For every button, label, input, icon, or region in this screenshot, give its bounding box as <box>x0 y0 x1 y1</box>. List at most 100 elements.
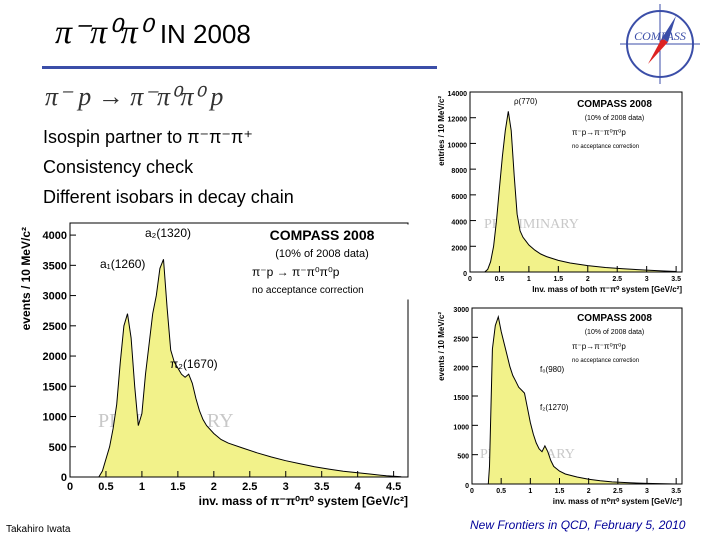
title-symbols: π⁻π⁰π⁰ <box>55 14 152 51</box>
slide-title: π⁻π⁰π⁰ IN 2008 <box>55 12 251 52</box>
x-tick-label: 1 <box>139 481 145 493</box>
y-tick-label: 2500 <box>453 336 469 343</box>
x-tick-label: 0 <box>67 481 73 493</box>
x-tick-label: 1.5 <box>555 488 565 495</box>
footer-conference: New Frontiers in QCD, February 5, 2010 <box>470 518 686 532</box>
legend-note: no acceptance correction <box>572 144 639 150</box>
legend-reaction: π⁻p→π⁻π⁰π⁰p <box>572 342 626 351</box>
x-tick-label: 0.5 <box>98 481 113 493</box>
x-tick-label: 3.5 <box>314 481 329 493</box>
y-tick-label: 1000 <box>453 424 469 431</box>
x-axis-label: Inv. mass of both π⁻π⁰ system [GeV/c²] <box>532 285 682 294</box>
legend-box <box>231 224 413 300</box>
x-tick-label: 3 <box>283 481 289 493</box>
x-tick-label: 3.5 <box>671 488 681 495</box>
y-tick-label: 4000 <box>43 230 67 242</box>
chart-2pi-svg: PRELIMINARY02000400060008000100001200014… <box>437 91 683 294</box>
histogram-fill <box>487 314 677 485</box>
y-tick-label: 10000 <box>448 142 468 149</box>
bullet-isospin: Isospin partner to π⁻π⁻π⁺ <box>43 127 253 147</box>
x-tick-label: 2.5 <box>613 488 623 495</box>
y-tick-label: 2000 <box>451 245 467 252</box>
y-tick-label: 14000 <box>448 91 468 98</box>
y-tick-label: 6000 <box>451 194 467 201</box>
legend-title: COMPASS 2008 <box>577 99 652 110</box>
x-tick-label: 4 <box>355 481 362 493</box>
legend-box <box>551 309 678 357</box>
y-tick-label: 0 <box>61 472 67 484</box>
logo-needle-blue <box>662 16 676 42</box>
logo-needle-red <box>648 38 668 64</box>
y-tick-label: 0 <box>465 483 469 490</box>
chart-3pi-svg: PRELIMINARY05001000150020002500300035004… <box>19 222 413 508</box>
y-tick-label: 2000 <box>43 351 67 363</box>
x-tick-label: 1 <box>527 276 531 283</box>
legend-subtitle: (10% of 2008 data) <box>585 115 645 122</box>
legend-subtitle: (10% of 2008 data) <box>585 329 645 336</box>
y-tick-label: 4000 <box>451 220 467 227</box>
y-tick-label: 2500 <box>43 321 67 333</box>
y-axis-label: events / 10 MeV/c² <box>437 312 446 381</box>
legend-note: no acceptance correction <box>572 358 639 364</box>
reaction-formula: π⁻ p → π⁻π⁰π⁰ p <box>45 82 224 111</box>
chart-2pi-mass: PRELIMINARY 0 2000 4000 6000 8000 10000 12000 14… <box>432 86 690 298</box>
x-tick-label: 1 <box>528 488 532 495</box>
x-tick-label: 0 <box>470 488 474 495</box>
x-tick-label: 2 <box>586 276 590 283</box>
y-axis-label: entries / 10 MeV/c² <box>437 96 446 166</box>
x-tick-label: 2 <box>211 481 217 493</box>
y-tick-label: 1500 <box>453 395 469 402</box>
histogram-fill <box>97 259 402 478</box>
y-tick-label: 0 <box>463 271 467 278</box>
legend-note: no acceptance correction <box>252 285 364 296</box>
compass-logo: COMPASS <box>620 4 700 84</box>
y-tick-label: 500 <box>457 454 469 461</box>
y-tick-label: 3000 <box>43 291 67 303</box>
bullet-consistency: Consistency check <box>43 157 194 177</box>
x-tick-label: 2 <box>587 488 591 495</box>
bullet-isobars: Different isobars in decay chain <box>43 187 294 207</box>
resonance-label: ρ(770) <box>514 97 538 106</box>
x-tick-label: 3 <box>645 488 649 495</box>
x-tick-label: 1.5 <box>170 481 185 493</box>
plot-frame <box>69 222 409 478</box>
chart-pi0pi0-svg: PRELIMINARY05001000150020002500300000.51… <box>437 307 683 506</box>
title-rule <box>42 66 437 69</box>
legend-title: COMPASS 2008 <box>577 313 652 324</box>
legend-title: COMPASS 2008 <box>270 227 375 243</box>
x-tick-label: 2.5 <box>612 276 622 283</box>
y-tick-label: 2000 <box>453 366 469 373</box>
legend-subtitle: (10% of 2008 data) <box>275 248 369 260</box>
footer-author: Takahiro Iwata <box>6 524 71 535</box>
y-tick-label: 1000 <box>43 412 67 424</box>
y-tick-label: 3000 <box>453 307 469 314</box>
x-tick-label: 3.5 <box>671 276 681 283</box>
resonance-label: π₂(1670) <box>170 357 218 371</box>
x-tick-label: 2.5 <box>242 481 257 493</box>
y-tick-label: 12000 <box>448 117 468 124</box>
title-text: IN 2008 <box>159 19 251 49</box>
y-tick-label: 500 <box>49 442 67 454</box>
logo-text: COMPASS <box>634 29 686 43</box>
x-tick-label: 1.5 <box>553 276 563 283</box>
plot-frame <box>469 91 683 273</box>
legend-box <box>551 95 678 145</box>
x-tick-label: 0 <box>468 276 472 283</box>
x-tick-label: 0.5 <box>496 488 506 495</box>
legend-reaction: π⁻p→π⁻π⁰π⁰p <box>572 128 626 137</box>
resonance-label: f₀(980) <box>540 365 565 374</box>
legend-reaction: π⁻p → π⁻π⁰π⁰p <box>252 265 340 279</box>
y-tick-label: 1500 <box>43 381 67 393</box>
resonance-label: a₂(1320) <box>145 226 191 240</box>
chart-pi0pi0-mass: PRELIMINARY05001000150020002500300000.51… <box>432 300 690 512</box>
resonance-label: f₂(1270) <box>540 403 569 412</box>
x-axis-label: inv. mass of π⁻π⁰π⁰ system [GeV/c²] <box>199 494 408 508</box>
y-tick-label: 3500 <box>43 260 67 272</box>
x-tick-label: 0.5 <box>495 276 505 283</box>
chart-3pi-mass: PRELIMINARY05001000150020002500300035004… <box>12 213 422 513</box>
x-tick-label: 4.5 <box>386 481 401 493</box>
y-axis-label: events / 10 MeV/c² <box>19 227 33 330</box>
histogram-fill <box>483 111 677 273</box>
y-tick-label: 8000 <box>451 168 467 175</box>
resonance-label: a₁(1260) <box>100 257 145 271</box>
